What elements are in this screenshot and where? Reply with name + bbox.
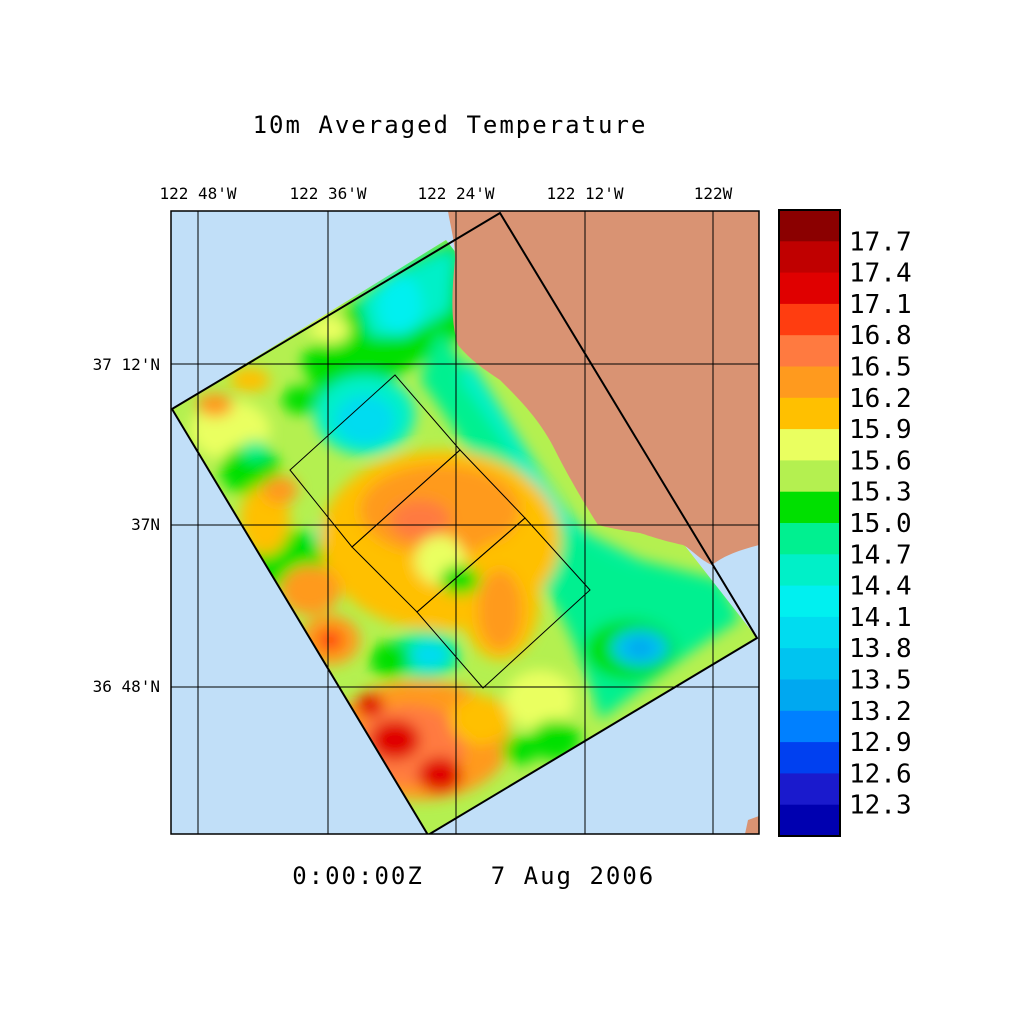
lat-label: 37N — [131, 515, 160, 534]
outer-domain-outline — [171, 211, 759, 834]
valid-date: 7 Aug 2006 — [491, 862, 656, 890]
colorbar-swatch — [779, 616, 840, 649]
colorbar-swatch — [779, 210, 840, 242]
colorbar-swatch — [779, 460, 840, 493]
colorbar-label: 14.4 — [849, 572, 912, 602]
colorbar-label: 13.5 — [849, 666, 912, 696]
colorbar-swatch — [779, 272, 840, 305]
colorbar-label: 17.4 — [849, 259, 912, 289]
colorbar-swatch — [779, 710, 840, 743]
lon-label: 122 12'W — [546, 184, 623, 203]
land-area-south — [745, 816, 759, 834]
colorbar-frame — [778, 209, 841, 837]
domain-outlines — [171, 211, 759, 834]
lat-label: 36 48'N — [93, 677, 160, 696]
colorbar-swatch — [779, 241, 840, 274]
colorbar-label: 15.9 — [849, 415, 912, 445]
colorbar-swatch — [779, 366, 840, 399]
map-panel — [171, 211, 759, 834]
colorbar-label: 17.7 — [849, 227, 912, 257]
colorbar-swatches — [779, 210, 840, 837]
colorbar-labels: 17.717.417.116.816.516.215.915.615.315.0… — [849, 227, 912, 820]
colorbar-swatch — [779, 429, 840, 461]
nested-box-3 — [416, 517, 591, 689]
colorbar-swatch — [779, 397, 840, 430]
colorbar-label: 13.2 — [849, 697, 912, 727]
map-frame — [170, 210, 760, 835]
colorbar-swatch — [779, 585, 840, 618]
colorbar-swatch — [779, 773, 840, 806]
colorbar-label: 16.8 — [849, 321, 912, 351]
colorbar-swatch — [779, 554, 840, 587]
lon-label: 122 24'W — [417, 184, 494, 203]
colorbar-label: 16.5 — [849, 353, 912, 383]
valid-time: 0:00:00Z — [292, 862, 424, 890]
colorbar-label: 15.0 — [849, 509, 912, 539]
colorbar: 17.717.417.116.816.516.215.915.615.315.0… — [778, 209, 912, 837]
colorbar-swatch — [779, 742, 840, 774]
longitude-labels: 122 48'W 122 36'W 122 24'W 122 12'W 122W — [159, 184, 732, 203]
graticule — [171, 211, 759, 834]
lon-label: 122 36'W — [289, 184, 366, 203]
lat-label: 37 12'N — [93, 355, 160, 374]
colorbar-label: 17.1 — [849, 290, 912, 320]
colorbar-label: 12.6 — [849, 759, 912, 789]
colorbar-label: 15.3 — [849, 478, 912, 508]
colorbar-swatch — [779, 491, 840, 524]
colorbar-label: 15.6 — [849, 446, 912, 476]
colorbar-label: 14.1 — [849, 603, 912, 633]
colorbar-swatch — [779, 679, 840, 712]
colorbar-label: 13.8 — [849, 634, 912, 664]
colorbar-label: 12.3 — [849, 791, 912, 821]
colorbar-swatch — [779, 648, 840, 680]
lon-label: 122 48'W — [159, 184, 236, 203]
colorbar-label: 14.7 — [849, 540, 912, 570]
colorbar-swatch — [779, 804, 840, 837]
colorbar-swatch — [779, 523, 840, 555]
latitude-labels: 37 12'N 37N 36 48'N — [93, 355, 160, 696]
lon-label: 122W — [694, 184, 733, 203]
land-area — [448, 211, 759, 565]
colorbar-swatch — [779, 303, 840, 336]
map-title: 10m Averaged Temperature — [253, 111, 648, 139]
colorbar-label: 16.2 — [849, 384, 912, 414]
colorbar-label: 12.9 — [849, 728, 912, 758]
colorbar-swatch — [779, 335, 840, 367]
